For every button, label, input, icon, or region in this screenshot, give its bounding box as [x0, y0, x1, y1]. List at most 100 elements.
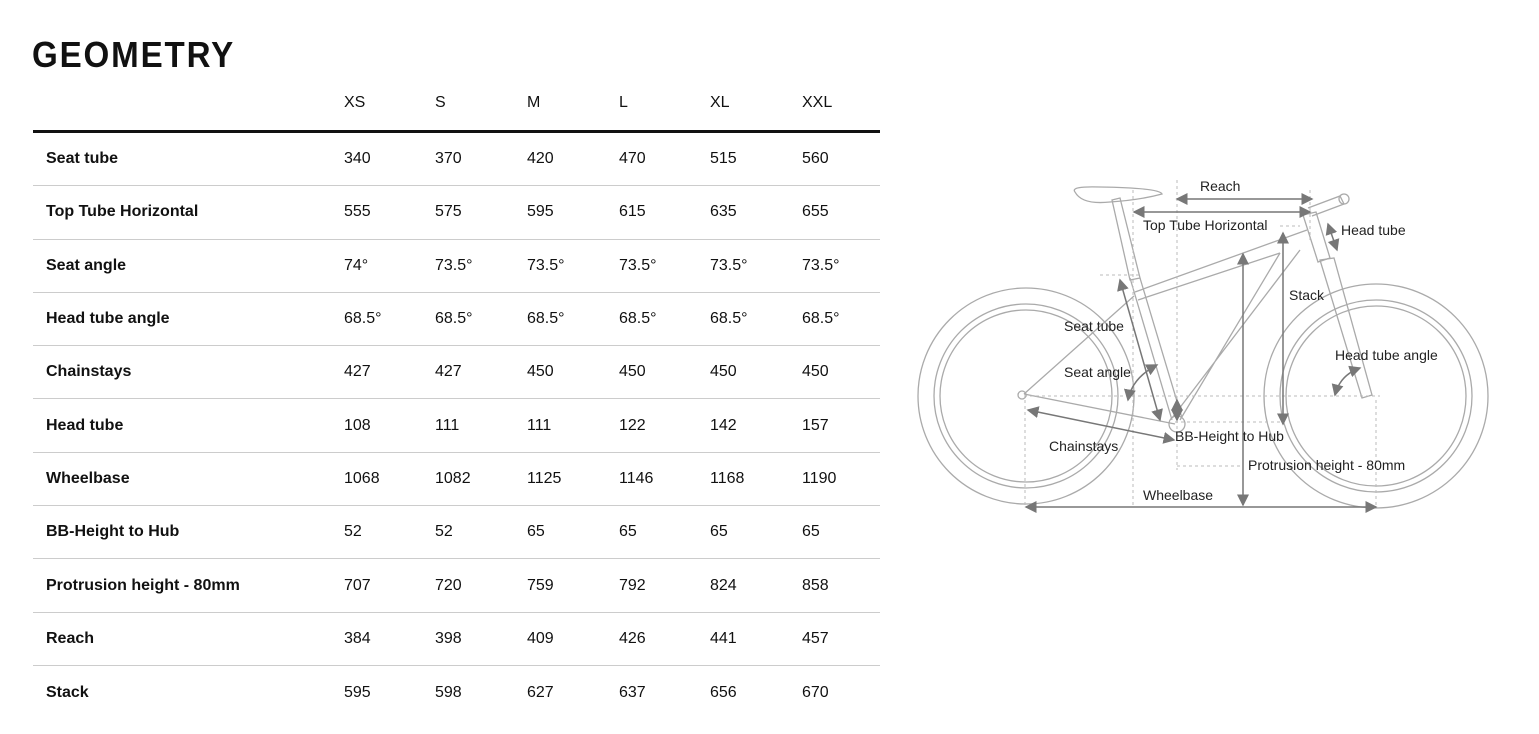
cell-value: 74° [344, 256, 369, 274]
cell-value: 426 [619, 629, 646, 647]
cell-value: 457 [802, 629, 829, 647]
row-label: Seat tube [46, 150, 119, 168]
table-row: Head tube angle 68.5° 68.5° 68.5° 68.5° 68.5°… [33, 293, 880, 347]
table-header: XS S M L XL XXL [33, 77, 880, 133]
cell-value: 68.5° [710, 310, 748, 328]
cell-value: 65 [802, 523, 820, 541]
cell-value: 450 [619, 363, 646, 381]
cell-value: 824 [710, 576, 737, 594]
row-label: Top Tube Horizontal [46, 203, 199, 221]
table-row: Head tube 108 111 111 122 142 157 [33, 399, 880, 453]
cell-value: 68.5° [527, 310, 565, 328]
cell-value: 595 [527, 203, 554, 221]
seat-angle-arc [1123, 364, 1159, 402]
cell-value: 108 [344, 416, 371, 434]
cell-value: 122 [619, 416, 646, 434]
cell-value: 427 [435, 363, 462, 381]
cell-value: 384 [344, 629, 371, 647]
cell-value: 707 [344, 576, 371, 594]
cell-value: 635 [710, 203, 737, 221]
cell-value: 595 [344, 683, 371, 701]
cell-value: 656 [710, 683, 737, 701]
column-header-m: M [527, 94, 541, 111]
table-row: Chainstays 427 427 450 450 450 450 [33, 346, 880, 400]
cell-value: 65 [710, 523, 728, 541]
row-label: Head tube angle [46, 310, 170, 328]
row-label: BB-Height to Hub [46, 523, 180, 541]
cell-value: 73.5° [802, 256, 840, 274]
cell-value: 858 [802, 576, 829, 594]
cell-value: 398 [435, 629, 462, 647]
label-seat-tube: Seat tube [1064, 318, 1124, 334]
cell-value: 555 [344, 203, 371, 221]
table-row: Stack 595 598 627 637 656 670 [33, 666, 880, 719]
cell-value: 68.5° [435, 310, 473, 328]
label-protrusion: Protrusion height - 80mm [1248, 457, 1405, 473]
row-label: Head tube [46, 416, 124, 434]
row-label: Protrusion height - 80mm [46, 576, 240, 594]
cell-value: 627 [527, 683, 554, 701]
row-label: Reach [46, 629, 95, 647]
cell-value: 792 [619, 576, 646, 594]
label-bb-height: BB-Height to Hub [1175, 428, 1284, 444]
head-tube-angle-arc [1331, 365, 1362, 397]
cell-value: 759 [527, 576, 554, 594]
table-row: Seat angle 74° 73.5° 73.5° 73.5° 73.5° 73.5° [33, 240, 880, 293]
cell-value: 73.5° [710, 256, 748, 274]
cell-value: 560 [802, 150, 829, 168]
cell-value: 73.5° [527, 256, 565, 274]
column-header-xxl: XXL [802, 94, 833, 111]
cell-value: 68.5° [619, 310, 657, 328]
cell-value: 73.5° [435, 256, 473, 274]
cell-value: 515 [710, 150, 737, 168]
label-seat-angle: Seat angle [1064, 364, 1131, 380]
cell-value: 1068 [344, 469, 380, 487]
label-head-tube: Head tube [1341, 222, 1406, 238]
row-label: Wheelbase [46, 469, 130, 487]
label-reach: Reach [1200, 178, 1240, 194]
row-label: Seat angle [46, 256, 127, 274]
cell-value: 670 [802, 683, 829, 701]
cell-value: 575 [435, 203, 462, 221]
geometry-table: XS S M L XL XXL Seat tube 340 370 420 470 515 560 To… [33, 77, 880, 719]
cell-value: 1082 [435, 469, 471, 487]
row-label: Chainstays [46, 363, 132, 381]
head-tube-dimension [1325, 222, 1340, 252]
table-row: Wheelbase 1068 1082 1125 1146 1168 1190 [33, 453, 880, 507]
table-row: BB-Height to Hub 52 52 65 65 65 65 [33, 506, 880, 560]
page-title: GEOMETRY [32, 34, 236, 75]
cell-value: 720 [435, 576, 462, 594]
cell-value: 157 [802, 416, 829, 434]
cell-value: 340 [344, 150, 371, 168]
cell-value: 370 [435, 150, 462, 168]
cell-value: 450 [527, 363, 554, 381]
cell-value: 598 [435, 683, 462, 701]
cell-value: 73.5° [619, 256, 657, 274]
cell-value: 1146 [619, 469, 654, 487]
cell-value: 68.5° [344, 310, 382, 328]
cell-value: 441 [710, 629, 737, 647]
label-chainstays: Chainstays [1049, 438, 1118, 454]
cell-value: 52 [344, 523, 362, 541]
cell-value: 1168 [710, 469, 745, 487]
cell-value: 450 [710, 363, 737, 381]
table-row: Seat tube 340 370 420 470 515 560 [33, 133, 880, 187]
row-label: Stack [46, 683, 89, 701]
cell-value: 142 [710, 416, 737, 434]
cell-value: 615 [619, 203, 646, 221]
cell-value: 409 [527, 629, 554, 647]
column-header-xs: XS [344, 94, 366, 111]
cell-value: 111 [527, 416, 552, 434]
cell-value: 1190 [802, 469, 837, 487]
cell-value: 65 [619, 523, 637, 541]
cell-value: 1125 [527, 469, 562, 487]
seat-tube-dimension [1117, 278, 1163, 422]
column-header-s: S [435, 94, 446, 111]
column-header-l: L [619, 94, 628, 111]
cell-value: 427 [344, 363, 371, 381]
table-row: Protrusion height - 80mm 707 720 759 792 824 8… [33, 559, 880, 613]
cell-value: 65 [527, 523, 545, 541]
label-wheelbase: Wheelbase [1143, 487, 1213, 503]
cell-value: 637 [619, 683, 646, 701]
